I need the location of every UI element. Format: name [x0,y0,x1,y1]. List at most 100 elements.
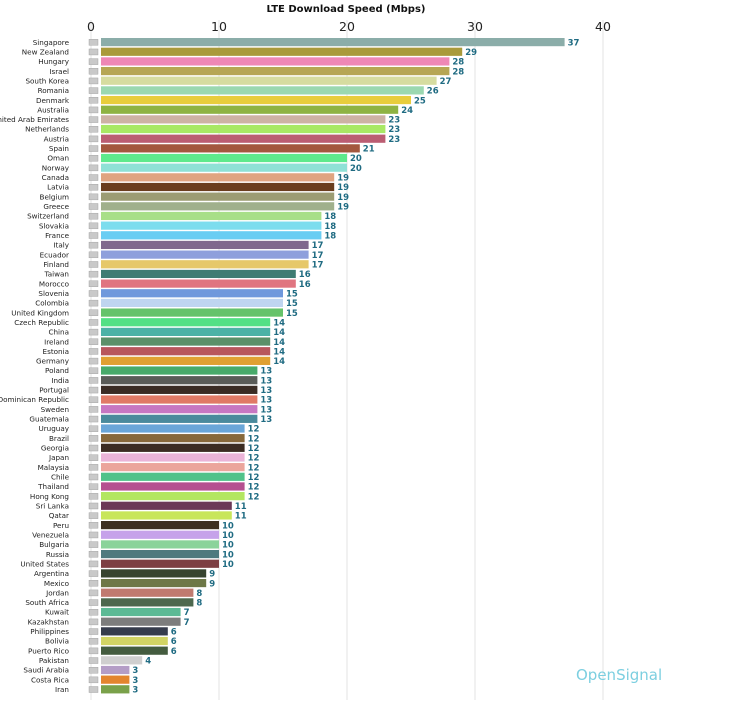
category-label: Kazakhstan [28,617,69,626]
bar [101,434,245,443]
category-label: United Arab Emirates [0,115,69,124]
value-label: 19 [337,203,349,213]
bar-row: Mexico 9 [44,579,215,590]
bar-row: Hungary 28 [38,57,464,68]
value-label: 6 [171,647,177,657]
bar [101,115,386,124]
bar-row: Australia 24 [37,105,413,116]
bar [101,163,347,172]
category-label: Kuwait [45,608,69,617]
category-label: Netherlands [25,125,69,134]
country-flag-icon [88,77,99,85]
x-tick-label: 30 [467,19,483,34]
bar-row: Portugal 13 [39,386,272,397]
bar-row: Argentina 9 [34,569,215,580]
bar-row: Hong Kong 12 [30,492,260,503]
bar-row: Malaysia 12 [38,463,260,474]
category-label: Estonia [43,347,69,356]
value-label: 23 [388,125,400,135]
bar-row: France 18 [45,231,336,242]
category-label: Uruguay [38,424,69,433]
bar [101,453,245,462]
value-label: 24 [401,106,413,116]
value-label: 37 [568,38,580,48]
bar-row: Slovakia 18 [39,221,337,232]
country-flag-icon [88,396,99,403]
country-flag-icon [88,232,99,239]
country-flag-icon [88,483,99,490]
x-tick-label: 10 [211,19,227,34]
country-flag-icon [88,686,99,693]
bar-row: Finland 17 [43,260,323,271]
bar [101,250,309,259]
category-label: Czech Republic [14,318,69,327]
bar [101,395,258,404]
value-label: 23 [388,135,400,145]
bar-row: Philippines 6 [30,627,177,638]
bar [101,279,296,288]
bar [101,501,232,510]
bar [101,559,219,568]
bar [101,298,283,308]
value-label: 14 [273,357,285,367]
bar-row: Chile 12 [51,473,260,484]
category-label: Costa Rica [31,675,69,684]
country-flag-icon [88,222,99,230]
value-label: 14 [273,328,285,338]
bar [101,482,245,491]
bar [101,521,219,530]
value-label: 3 [132,676,138,686]
category-label: Puerto Rico [28,646,69,655]
category-label: Argentina [34,569,69,578]
bar-row: Morocco 16 [39,279,311,290]
country-flag-icon [88,522,99,529]
category-label: Taiwan [44,270,69,279]
country-flag-icon [88,193,99,201]
country-flag-icon [88,309,99,316]
country-flag-icon [88,261,99,268]
country-flag-icon [88,377,99,384]
value-label: 17 [312,251,324,261]
value-label: 17 [312,241,324,251]
bar-row: Jordan 8 [45,588,202,599]
country-flag-icon [88,676,99,684]
x-tick-label: 20 [339,19,355,34]
bar [101,211,322,221]
country-flag-icon [88,657,99,664]
category-label: Sri Lanka [36,501,69,510]
bar [101,47,463,56]
value-label: 3 [132,686,138,696]
bar [101,646,168,655]
value-label: 12 [248,463,260,473]
country-flag-icon [88,319,99,326]
country-flag-icon [88,270,99,278]
category-label: Slovakia [39,221,69,230]
bar [101,66,450,76]
bar [101,366,258,375]
value-label: 10 [222,521,234,531]
bar-row: Kuwait 7 [45,608,190,619]
bar [101,685,130,694]
value-label: 16 [299,270,311,280]
country-flag-icon [88,251,99,259]
country-flag-icon [88,135,99,143]
value-label: 13 [260,386,272,396]
bar-row: Japan 12 [48,453,260,464]
bar-row: Thailand 12 [37,482,259,493]
value-label: 11 [235,512,247,522]
value-label: 13 [260,376,272,386]
country-flag-icon [88,155,99,162]
category-label: Morocco [39,279,69,288]
category-label: Qatar [49,511,69,520]
country-flag-icon [88,68,99,75]
bar [101,356,271,365]
country-flag-icon [88,241,99,249]
bar-row: Taiwan 16 [44,270,311,281]
bar-row: South Korea 27 [25,76,451,87]
value-label: 10 [222,541,234,551]
bar [101,308,283,317]
bar [101,656,143,665]
value-label: 19 [337,193,349,203]
category-label: Australia [37,105,69,114]
bar-row: Georgia 12 [41,444,260,455]
